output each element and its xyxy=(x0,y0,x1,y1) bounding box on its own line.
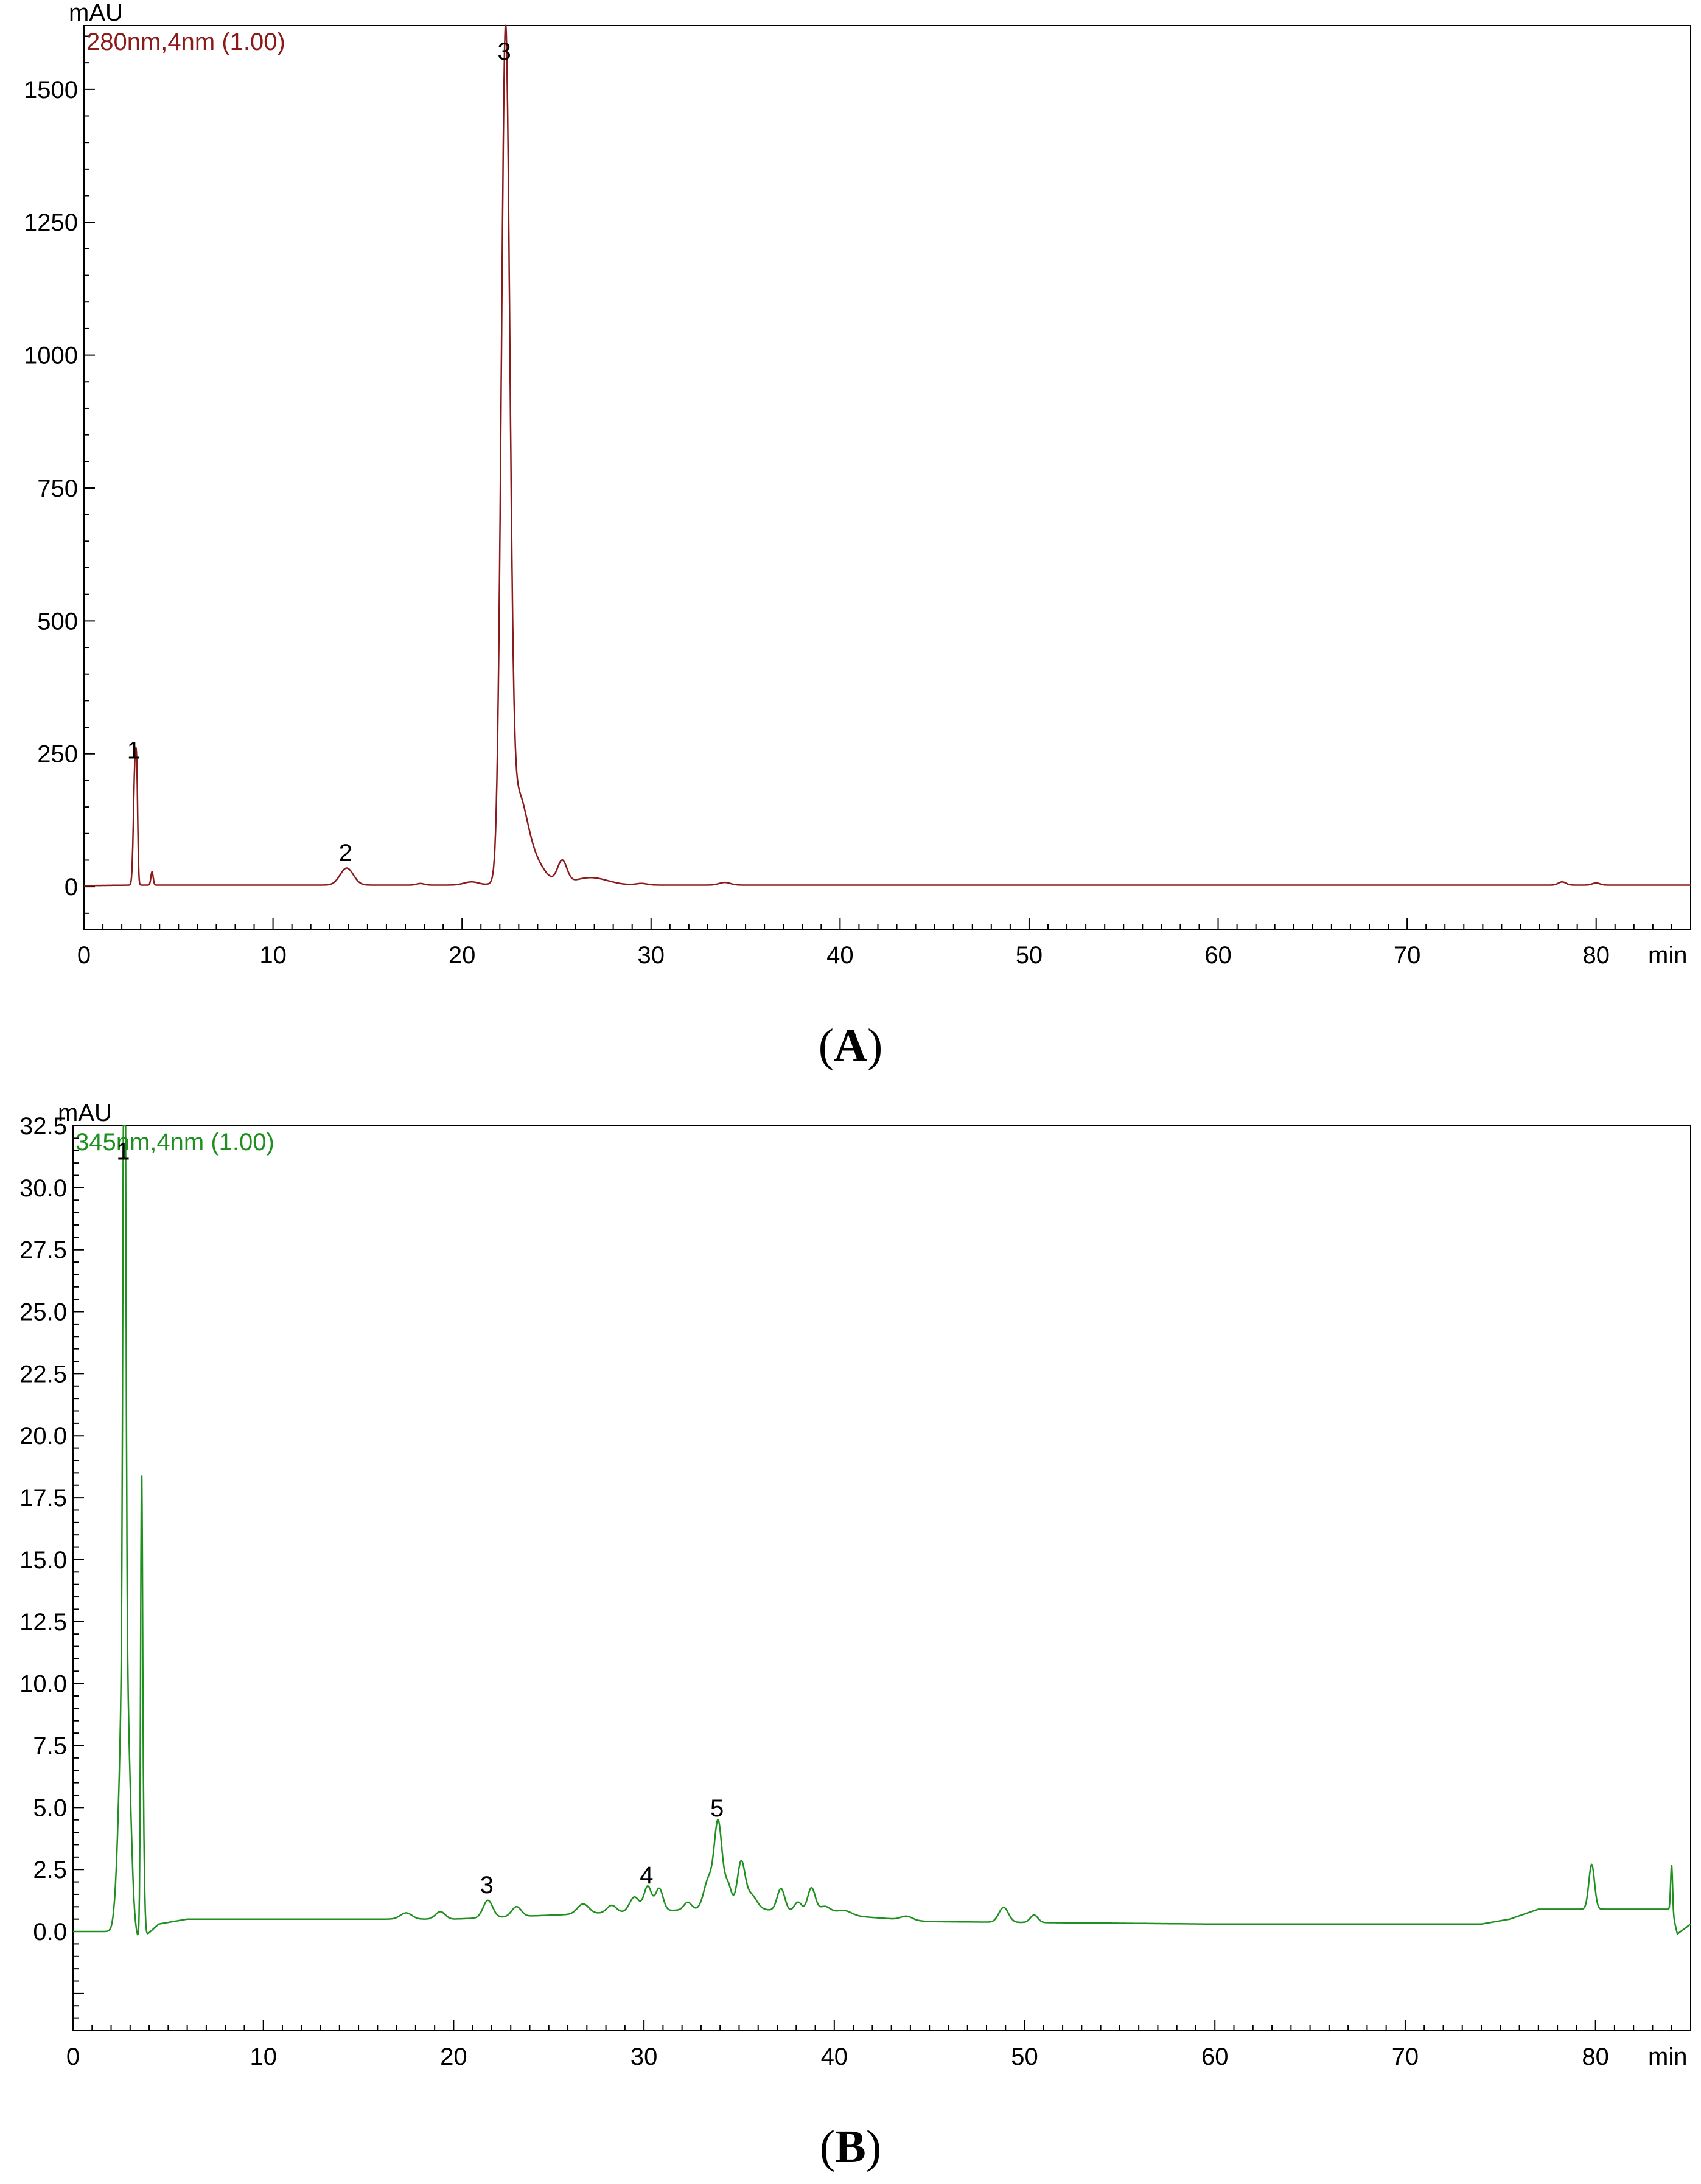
x-tick-label: 60 xyxy=(1201,2043,1229,2070)
y-tick-label: 7.5 xyxy=(33,1732,67,1759)
x-tick-label: 10 xyxy=(250,2043,277,2070)
channel-label: 345nm,4nm (1.00) xyxy=(75,1129,274,1156)
y-tick-label: 10.0 xyxy=(19,1671,67,1698)
y-tick-label: 0 xyxy=(65,874,78,901)
x-unit-label: min xyxy=(1648,2043,1687,2070)
y-tick-label: 20.0 xyxy=(19,1423,67,1450)
y-tick-label: 17.5 xyxy=(19,1485,67,1512)
chart-panel-a: 0 250 500 750 1000 1250 1500 0 10 20 30 40 50 60 70 80 m… xyxy=(24,0,1691,969)
panel-caption-a: (A) xyxy=(818,1020,883,1071)
x-tick-label: 70 xyxy=(1394,942,1421,969)
y-tick-label: 500 xyxy=(37,608,78,635)
plot-frame xyxy=(72,1125,1691,2031)
y-tick-label: 5.0 xyxy=(33,1795,67,1821)
y-tick-label: 2.5 xyxy=(33,1857,67,1883)
chart-panel-b: 0.0 2.5 5.0 7.5 10.0 12.5 15.0 17.5 20.0 22.5 25.0… xyxy=(19,1100,1691,2070)
x-tick-label: 70 xyxy=(1392,2043,1419,2070)
x-tick-label: 30 xyxy=(630,2043,658,2070)
x-tick-label: 20 xyxy=(440,2043,467,2070)
x-tick-label: 20 xyxy=(449,942,476,969)
y-unit-label: mAU xyxy=(69,0,123,26)
x-tick-label: 0 xyxy=(77,942,91,969)
x-tick-label: 80 xyxy=(1582,942,1610,969)
x-tick-label: 40 xyxy=(821,2043,848,2070)
y-tick-label: 30.0 xyxy=(19,1175,67,1202)
peak-label-1: 1 xyxy=(116,1138,130,1165)
y-tick-label: 250 xyxy=(37,741,78,768)
y-tick-label: 25.0 xyxy=(19,1299,67,1326)
peak-label-2: 2 xyxy=(339,840,352,867)
peak-label-3: 3 xyxy=(480,1872,494,1899)
y-tick-label: 12.5 xyxy=(19,1609,67,1636)
plot-frame xyxy=(83,25,1691,930)
peak-label-5: 5 xyxy=(710,1795,724,1822)
y-tick-label: 1500 xyxy=(24,77,78,103)
y-tick-label: 1000 xyxy=(24,343,78,369)
x-tick-label: 40 xyxy=(826,942,854,969)
x-unit-label: min xyxy=(1648,942,1687,969)
x-tick-label: 60 xyxy=(1204,942,1232,969)
x-tick-label: 50 xyxy=(1016,942,1043,969)
x-tick-label: 0 xyxy=(66,2043,80,2070)
x-tick-label: 10 xyxy=(259,942,287,969)
peak-label-1: 1 xyxy=(127,738,141,764)
chromatogram-trace xyxy=(73,1125,1691,1936)
x-tick-label: 80 xyxy=(1582,2043,1609,2070)
x-tick-label: 30 xyxy=(638,942,665,969)
channel-label: 280nm,4nm (1.00) xyxy=(86,29,285,55)
panel-caption-b: (B) xyxy=(819,2121,882,2172)
peak-label-3: 3 xyxy=(497,38,511,65)
y-tick-label: 22.5 xyxy=(19,1361,67,1387)
peak-label-4: 4 xyxy=(640,1862,653,1889)
y-tick-label: 1250 xyxy=(24,209,78,236)
chromatogram-trace xyxy=(84,24,1691,887)
y-tick-label: 15.0 xyxy=(19,1547,67,1574)
x-tick-label: 50 xyxy=(1011,2043,1038,2070)
y-tick-label: 27.5 xyxy=(19,1237,67,1264)
y-tick-label: 32.5 xyxy=(19,1113,67,1140)
y-tick-label: 0.0 xyxy=(33,1919,67,1945)
y-tick-label: 750 xyxy=(37,475,78,502)
y-unit-label: mAU xyxy=(58,1100,112,1126)
